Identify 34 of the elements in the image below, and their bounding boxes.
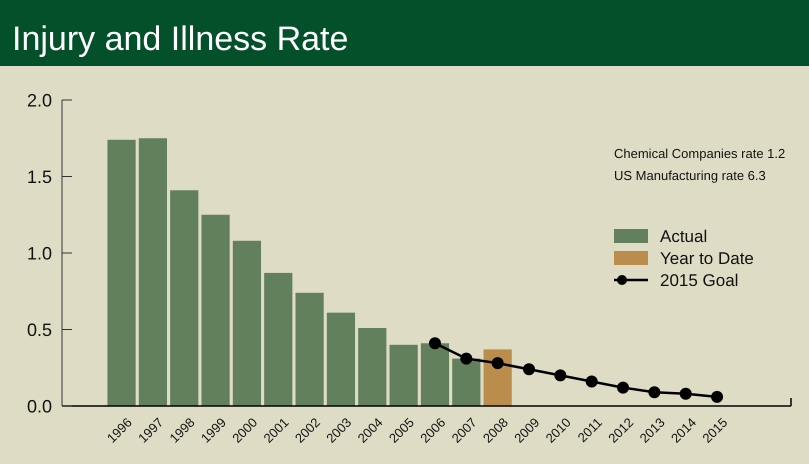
bar (138, 138, 167, 406)
y-tick-label: 2.0 (26, 90, 52, 110)
bar (484, 349, 512, 406)
bar (107, 140, 136, 406)
bar (420, 343, 450, 406)
point (680, 388, 692, 400)
bar (170, 190, 198, 406)
point (492, 357, 504, 370)
y-tick-label: 1.0 (26, 243, 52, 264)
bar (264, 272, 292, 406)
legend-label: Year to Date (660, 248, 754, 268)
point (523, 363, 536, 376)
bar (358, 328, 386, 406)
bar (201, 214, 230, 406)
bar (326, 312, 356, 406)
point (428, 337, 441, 350)
point (460, 352, 472, 365)
point (586, 376, 598, 388)
y-tick-label: 1.5 (26, 166, 52, 187)
legend-label: 2015 Goal (660, 270, 738, 290)
point (648, 386, 660, 398)
legend-label: Actual (660, 226, 708, 246)
bar (296, 292, 324, 406)
y-tick-label: 0.0 (26, 396, 52, 416)
chart-title: Injury and Illness Rate (12, 20, 348, 58)
point (554, 369, 566, 382)
bar (232, 240, 262, 406)
annotation: Chemical Companies rate 1.2 (614, 146, 786, 161)
y-tick-label: 0.5 (26, 320, 52, 340)
bar (452, 358, 480, 406)
point (617, 382, 630, 394)
bar (390, 344, 418, 406)
point (711, 390, 724, 403)
annotation: US Manufacturing rate 6.3 (614, 168, 766, 183)
